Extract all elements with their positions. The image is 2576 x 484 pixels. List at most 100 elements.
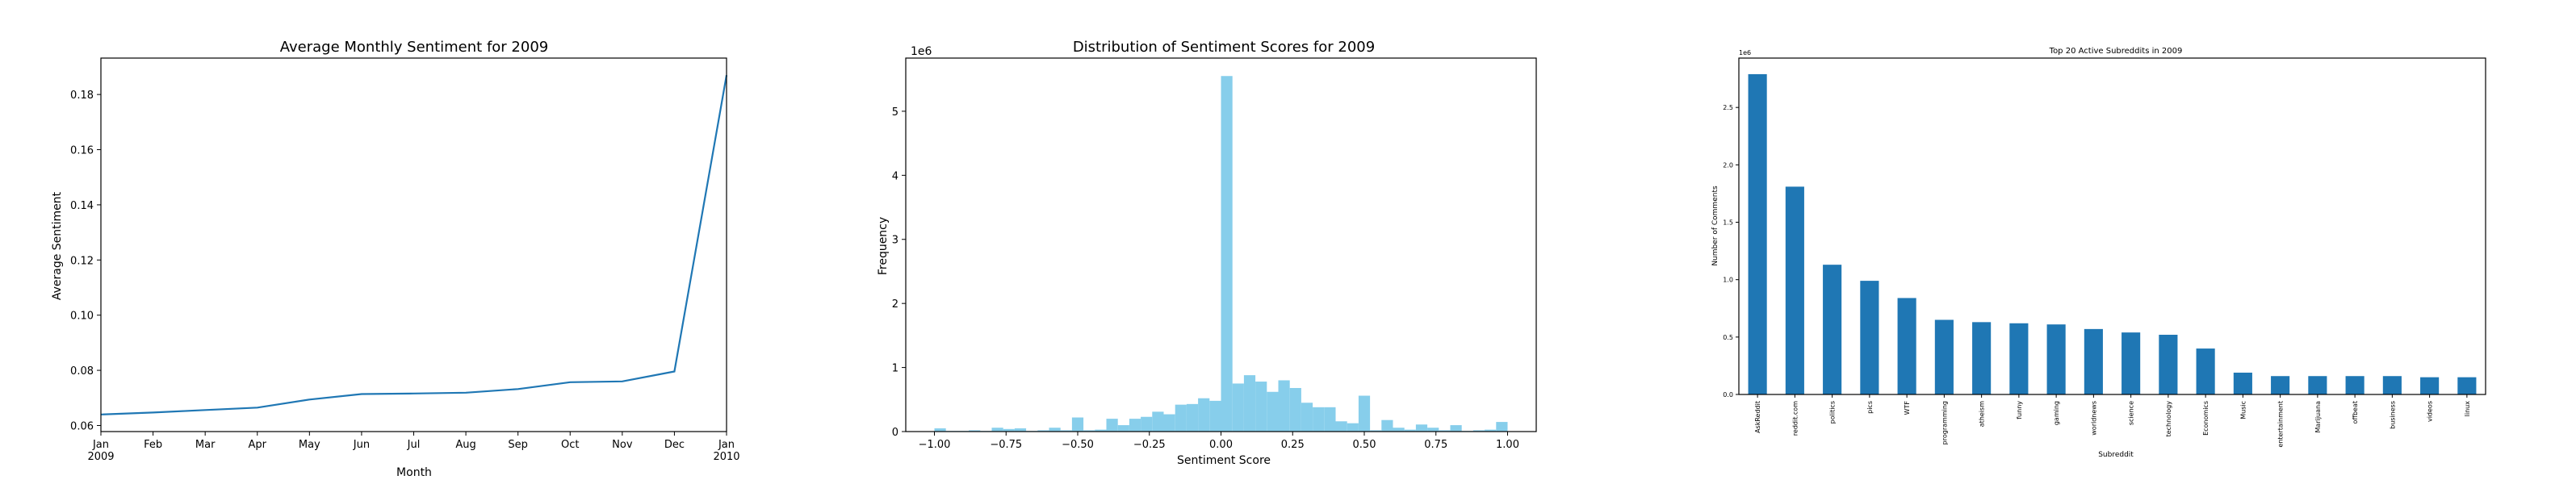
chart2-x-tick-label: −0.25 [1133,439,1166,451]
chart1-x-tick-label: Feb [144,439,162,451]
chart2-x-tick-label: −1.00 [919,439,951,451]
chart3-x-tick-label: science [2128,401,2135,425]
chart3-x-tick-label: atheism [1979,401,1986,427]
monthly-sentiment-line-chart: Average Monthly Sentiment for 2009 Month… [51,39,740,479]
chart3-bar [1785,186,1804,394]
chart3-x-tick-label: politics [1829,401,1837,424]
chart2-y-tick-label: 1 [892,363,898,375]
chart2-offset-label: 1e6 [911,45,932,58]
chart1-xlabel: Month [396,466,432,479]
chart3-y-tick-label: 1.5 [1723,219,1733,227]
chart2-histogram-bar [1003,428,1015,432]
chart3-frame [1738,57,2486,395]
chart2-histogram-bar [1472,430,1485,432]
chart2-histogram-bar [1152,411,1164,432]
top-subreddits-bar-chart: Top 20 Active Subreddits in 2009 Subredd… [1711,47,2486,459]
chart2-histogram-bar [1175,404,1187,432]
chart3-ticks: AskReddit reddit.com politics pics WTF progra… [1723,104,2471,447]
chart3-x-tick-label: Marijuana [2314,401,2322,433]
chart2-histogram-bar [1243,375,1256,432]
chart3-bar [2271,376,2290,394]
chart2-histogram-bar [1415,424,1428,432]
chart2-histogram-bar [1106,419,1118,432]
chart3-x-tick-label: programming [1941,401,1948,444]
chart2-x-tick-label: 1.00 [1496,439,1519,451]
chart2-y-tick-label: 2 [892,298,898,311]
chart2-histogram-bar [1301,403,1313,432]
chart2-histogram-bar [1209,400,1221,432]
chart3-bar [2122,332,2141,394]
chart2-x-tick-label: 0.75 [1424,439,1447,451]
chart3-x-tick-label: Music [2239,401,2247,419]
chart2-histogram-bar [1381,419,1393,432]
chart2-histogram-bar [1037,430,1049,432]
sentiment-distribution-histogram: Distribution of Sentiment Scores for 200… [877,39,1537,467]
chart1-x-tick-label: Dec [664,439,685,451]
chart3-bar [1748,73,1767,394]
chart3-x-tick-label: business [2389,401,2396,429]
chart1-series-line [100,75,728,415]
chart1-y-tick-label: 0.14 [70,200,94,212]
chart1-plot-area [100,75,728,415]
chart3-x-tick-label: reddit.com [1791,401,1799,436]
chart2-histogram-bar [1014,428,1027,432]
chart3-bar [2084,328,2103,394]
chart2-histogram-bar [1324,407,1336,432]
chart2-y-tick-label: 5 [892,106,898,119]
chart2-histogram-bar [1485,429,1497,432]
chart1-x-tick-label: Apr [249,439,267,451]
chart3-bar [1897,298,1916,394]
chart2-title: Distribution of Sentiment Scores for 200… [1073,39,1375,56]
chart3-y-tick-label: 2.5 [1723,104,1733,111]
chart2-histogram-bar [991,428,1003,432]
chart2-xlabel: Sentiment Score [1177,454,1271,467]
chart3-x-tick-label: AskReddit [1754,401,1761,433]
chart2-x-tick-label: −0.75 [990,439,1022,451]
chart3-bar [2046,324,2066,394]
chart2-histogram-bar [1450,425,1462,432]
chart3-y-tick-label: 2.0 [1723,161,1733,169]
chart3-x-tick-label: videos [2427,401,2434,422]
chart3-bar [2420,377,2440,394]
chart1-x-tick-label: Jan 2009 [87,439,114,463]
chart3-x-tick-label: pics [1866,401,1874,414]
chart3-y-tick-label: 1.0 [1723,277,1733,284]
chart2-histogram-bar [1404,429,1416,432]
chart3-x-tick-label: Economics [2202,401,2209,436]
chart2-x-tick-label: 0.50 [1353,439,1376,451]
chart2-x-tick-label: 0.25 [1281,439,1305,451]
chart2-histogram-bar [1071,417,1084,432]
chart3-x-tick-label: gaming [2053,401,2060,425]
chart3-offset-label: 1e6 [1739,49,1751,56]
chart1-ylabel: Average Sentiment [51,191,64,300]
chart2-histogram-bar [1255,382,1267,432]
chart3-bar [2345,376,2364,394]
chart3-ylabel: Number of Comments [1711,186,1719,266]
chart3-bar [2159,334,2178,394]
chart2-histogram-bar [1117,425,1129,432]
chart1-x-tick-label: Jan 2010 [713,439,739,463]
chart1-y-tick-label: 0.18 [70,90,94,102]
chart3-x-tick-label: funny [2016,401,2023,419]
chart2-histogram-bar [1163,414,1175,432]
chart3-bar [2196,348,2215,394]
chart2-histogram-bar [1060,430,1072,432]
chart3-bar [2009,323,2029,394]
chart2-ylabel: Frequency [877,217,890,275]
chart2-histogram-bar [1335,421,1347,432]
chart2-histogram-bar [1095,429,1107,432]
chart2-histogram-bar [1289,387,1301,432]
chart1-frame [100,57,727,432]
chart2-histogram-bar [1232,383,1244,432]
chart2-histogram-bar [1313,407,1325,432]
chart3-x-tick-label: worldnews [2090,401,2097,436]
chart2-x-tick-label: −0.50 [1062,439,1094,451]
chart3-y-tick-label: 0.0 [1723,391,1733,398]
chart3-x-tick-label: entertainment [2277,401,2285,448]
chart2-histogram-bar [1427,428,1439,432]
chart3-bar [1934,319,1954,394]
chart3-bar [1972,322,1992,394]
chart2-ticks: −1.00 −0.75 −0.50 −0.25 0.00 0.25 0.50 0.75 1.00… [892,106,1519,451]
chart2-histogram-bar [1393,428,1405,432]
